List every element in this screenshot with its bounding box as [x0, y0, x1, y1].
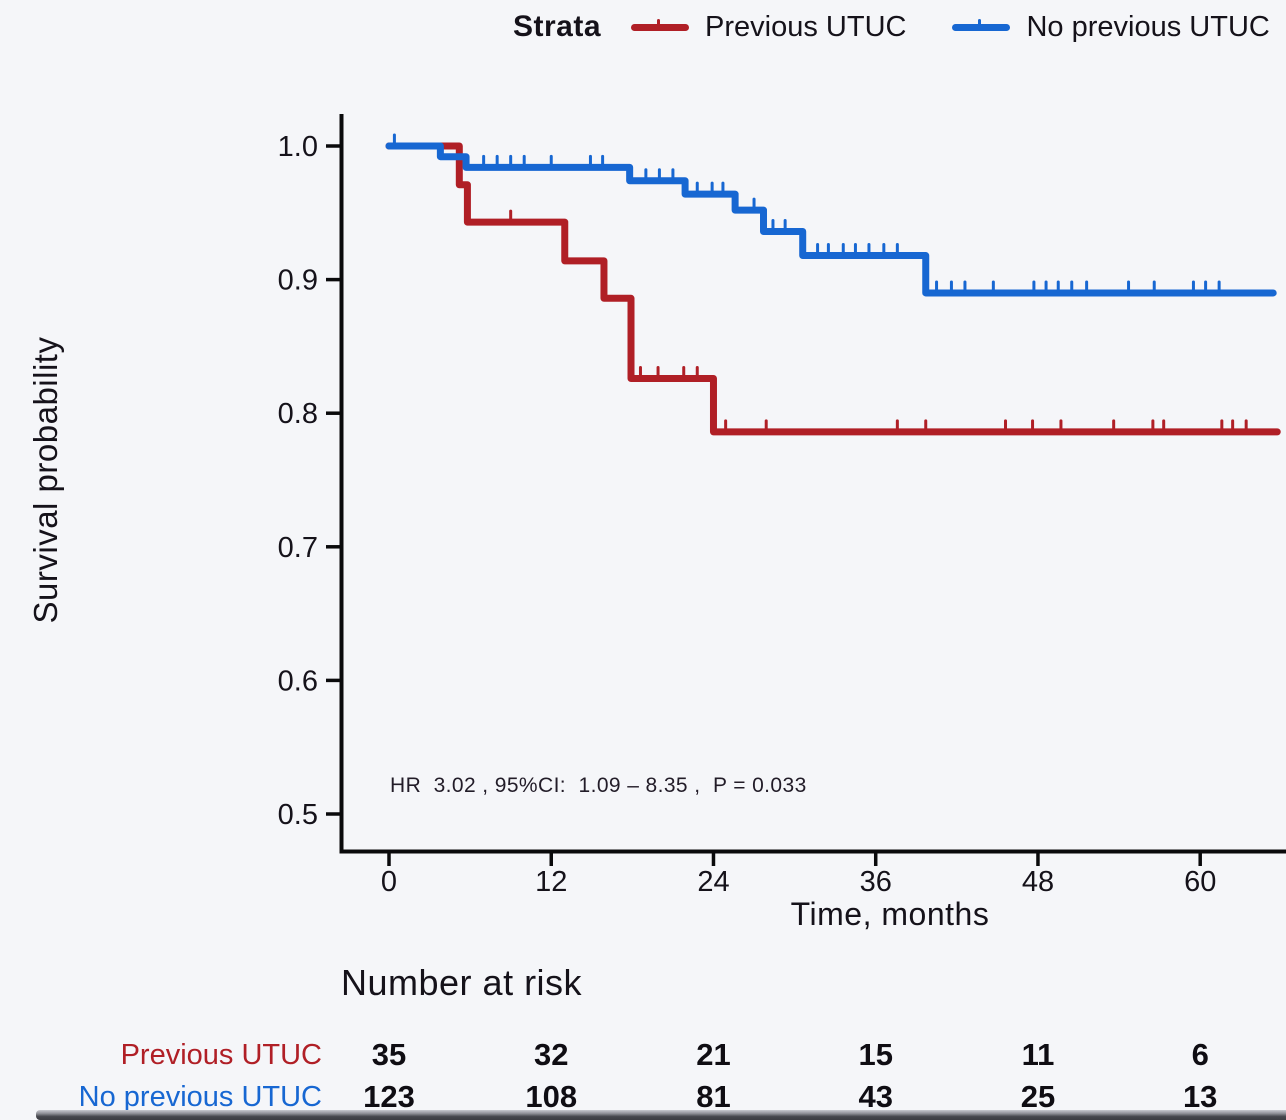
red-line-key-icon [631, 18, 690, 31]
x-tick-label: 48 [1022, 866, 1054, 898]
y-tick-label: 0.9 [278, 265, 318, 297]
risk-value: 32 [533, 1037, 569, 1072]
x-axis-title: Time, months [790, 896, 990, 932]
legend-item-label: Previous UTUC [705, 10, 907, 43]
x-tick-label: 60 [1184, 866, 1216, 898]
legend-item-no-previous-utuc: No previous UTUC [952, 10, 1270, 44]
risk-row-label-previous-utuc: Previous UTUC [120, 1039, 322, 1071]
blue-line-key-icon [952, 18, 1011, 31]
risk-value: 25 [1020, 1079, 1056, 1114]
risk-value: 43 [858, 1079, 893, 1114]
survival-curve-no-previous-utuc [385, 142, 1277, 297]
risk-value: 21 [696, 1037, 731, 1072]
hazard-ratio-annotation: HR 3.02 , 95%CI: 1.09 – 8.35 , P = 0.033 [390, 774, 807, 797]
survival-curve-previous-utuc [385, 142, 1281, 436]
risk-value: 81 [696, 1079, 731, 1114]
x-tick-label: 24 [697, 866, 729, 898]
cropped-bottom-axis-bar [36, 1110, 1286, 1120]
risk-value: 35 [371, 1037, 407, 1072]
legend-item-label: No previous UTUC [1026, 10, 1270, 43]
risk-value: 13 [1182, 1079, 1218, 1114]
risk-value: 123 [363, 1079, 415, 1114]
risk-value: 108 [525, 1079, 578, 1114]
y-tick-label: 0.7 [278, 532, 318, 564]
y-tick-label: 0.5 [278, 799, 318, 831]
risk-table-title: Number at risk [341, 962, 583, 1003]
risk-value: 15 [858, 1037, 893, 1072]
y-tick-label: 0.6 [278, 665, 318, 697]
x-tick-label: 12 [535, 866, 567, 898]
x-tick-label: 0 [381, 866, 397, 898]
legend-title: Strata [513, 10, 602, 43]
y-tick-label: 1.0 [278, 131, 318, 163]
y-tick-label: 0.8 [278, 398, 318, 430]
legend-item-previous-utuc: Previous UTUC [631, 11, 906, 44]
risk-row-label-no-previous-utuc: No previous UTUC [78, 1081, 322, 1113]
legend: Strata Previous UTUC No previous UTUC [513, 10, 1270, 44]
x-tick-label: 36 [860, 866, 892, 898]
risk-value: 6 [1191, 1037, 1209, 1072]
risk-value: 11 [1021, 1037, 1055, 1072]
